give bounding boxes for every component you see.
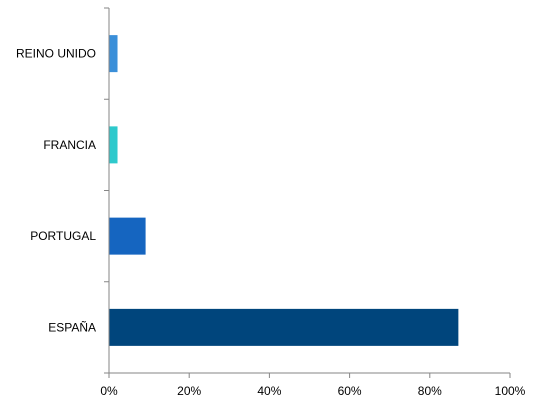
category-label: ESPAÑA	[48, 320, 96, 334]
x-tick-label: 60%	[338, 384, 362, 398]
x-tick-label: 100%	[495, 384, 526, 398]
bars	[109, 35, 459, 346]
bar-españa	[109, 308, 459, 346]
axes	[104, 7, 511, 378]
labels: 0% 20% 40% 60% 80% 100% REINO UNIDO FRANCIA PORT…	[16, 47, 526, 398]
category-label: REINO UNIDO	[16, 47, 96, 61]
bar-portugal	[109, 217, 146, 255]
x-tick-label: 20%	[177, 384, 201, 398]
x-tick-label: 80%	[418, 384, 442, 398]
x-tick-label: 40%	[257, 384, 281, 398]
category-label: FRANCIA	[43, 138, 96, 152]
bar-francia	[109, 126, 118, 164]
bar-reino-unido	[109, 35, 118, 73]
x-tick-label: 0%	[100, 384, 118, 398]
category-label: PORTUGAL	[30, 229, 96, 243]
